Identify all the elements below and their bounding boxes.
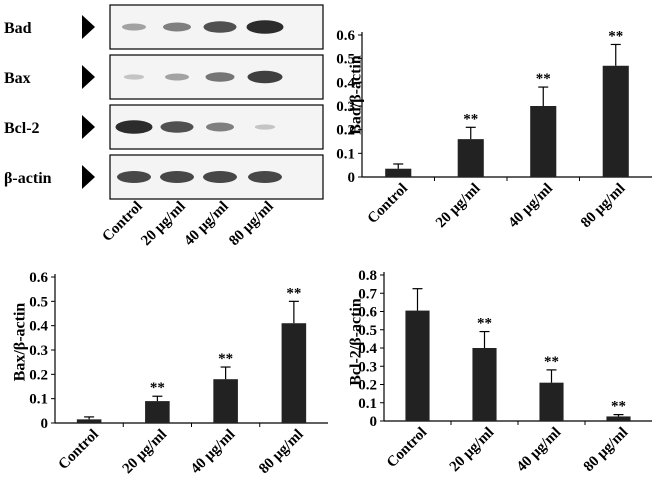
blot-band [122,23,146,31]
bad-ratio-chart: 0 0.1 0.2 0.3 0.4 0.5 0.6 Control ** 20 μg/ml ** 40… [336,28,652,231]
y-tick-label: 0.6 [358,305,377,321]
blot-lane-label: 40 μg/ml [181,199,232,250]
x-category-label: 40 μg/ml [188,427,239,478]
y-tick-label: 0.2 [358,378,377,394]
y-tick-label: 0.5 [358,323,377,339]
bar-20-g-ml [472,348,497,421]
blot-band [163,22,191,32]
blot-marker-arrow-icon [82,15,95,39]
significance-marker: ** [608,28,623,44]
y-tick-label: 0.8 [358,268,377,284]
bar-80-g-ml [602,65,629,177]
y-tick-label: 0.5 [336,52,355,68]
blot-band [254,124,276,130]
blot-lane-label: 80 μg/ml [226,199,277,250]
y-axis-title: Bax/β-actin [11,303,28,382]
blot-band [247,70,283,84]
y-tick-label: 0.4 [29,319,48,335]
blot-label-bcl-2: Bcl-2 [4,120,40,137]
x-category-label: 80 μg/ml [581,425,632,476]
y-tick-label: 0.2 [29,367,48,383]
blot-marker-arrow-icon [82,65,95,89]
blot-marker-arrow-icon [82,115,95,139]
y-tick-label: 0.4 [336,75,355,91]
blot-band [246,20,284,34]
blot-band [123,74,145,80]
y-tick-label: 0.2 [336,123,355,139]
x-category-label: 20 μg/ml [433,181,484,232]
y-tick-label: 0.5 [29,294,48,310]
significance-marker: ** [463,111,478,127]
y-tick-label: 0.3 [358,359,377,375]
y-tick-label: 0.6 [29,270,48,286]
y-tick-label: 0 [348,170,356,186]
blot-band [115,120,153,134]
blot-label-actin: β-actin [4,170,52,187]
x-category-label: Control [55,427,101,473]
x-category-label: 20 μg/ml [120,427,171,478]
bar-40-g-ml [213,379,238,423]
blot-label-bax: Bax [4,70,31,87]
blot-band [160,171,194,183]
y-tick-label: 0 [370,414,378,430]
y-axis-title: Bad/β-actin [347,55,364,135]
y-tick-label: 0 [41,416,49,432]
blot-band [248,171,282,183]
y-tick-label: 0.1 [29,392,48,408]
y-tick-label: 0.1 [358,396,377,412]
y-tick-label: 0.7 [358,286,377,302]
x-category-label: 80 μg/ml [256,427,307,478]
blot-band [205,72,235,82]
x-category-label: Control [365,181,411,227]
bar-control [405,310,430,421]
bar-20-g-ml [145,401,170,423]
significance-marker: ** [150,380,165,396]
bar-40-g-ml [539,382,564,421]
blot-band [203,21,237,33]
blot-lane-label: 20 μg/ml [138,199,189,250]
blot-label-bad: Bad [4,20,32,37]
x-category-label: 40 μg/ml [514,425,565,476]
blot-band [160,121,194,133]
blot-band [203,171,237,183]
x-category-label: 20 μg/ml [447,425,498,476]
bar-80-g-ml [606,416,631,421]
y-tick-label: 0.1 [336,146,355,162]
y-tick-label: 0.4 [358,341,377,357]
y-axis-title: Bcl-2/β-actin [347,298,364,386]
significance-marker: ** [544,354,559,370]
bar-control [76,419,102,423]
y-tick-label: 0.3 [29,343,48,359]
significance-marker: ** [286,285,301,301]
x-category-label: Control [384,425,430,471]
significance-marker: ** [477,316,492,332]
bax-ratio-chart: 0 0.1 0.2 0.3 0.4 0.5 0.6 Control ** 20 μg/ml ** 40… [11,270,328,477]
blot-band [117,171,151,183]
x-category-label: 80 μg/ml [578,181,629,232]
bar-40-g-ml [530,106,557,177]
significance-marker: ** [611,399,626,415]
significance-marker: ** [218,351,233,367]
x-category-label: 40 μg/ml [505,181,556,232]
y-tick-label: 0.6 [336,28,355,44]
blot-band [165,73,189,81]
bar-20-g-ml [457,139,484,177]
bcl2-ratio-chart: 0 0.1 0.2 0.3 0.4 0.5 0.6 0.7 0.8 Control ** 20 μg/… [347,268,652,475]
blot-marker-arrow-icon [82,165,95,189]
significance-marker: ** [536,71,551,87]
bar-80-g-ml [281,323,307,423]
bar-control [385,168,412,177]
y-tick-label: 0.3 [336,99,355,115]
blot-band [206,122,234,132]
